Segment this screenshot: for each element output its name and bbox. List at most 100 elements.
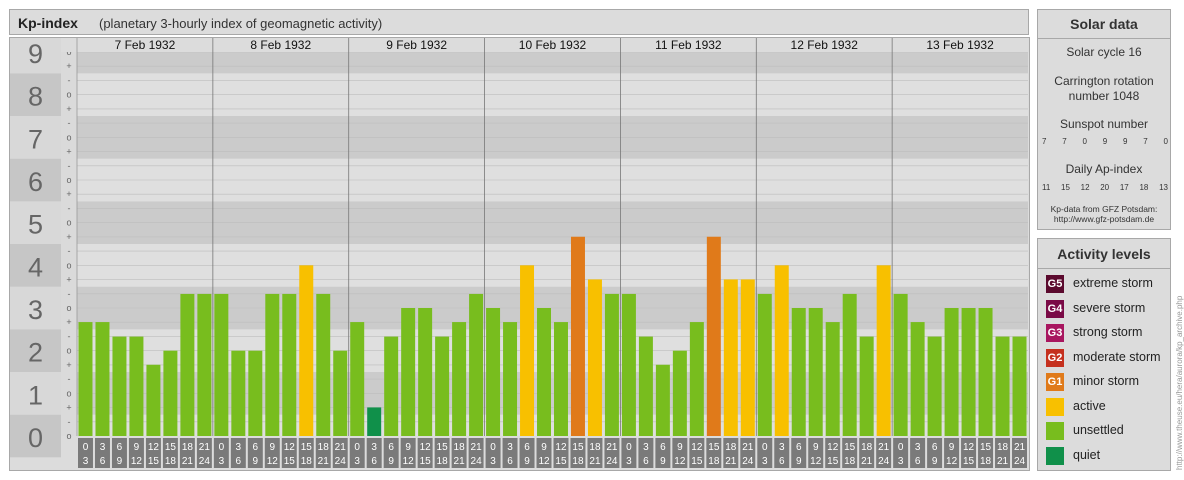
hour-start-label: 15 — [980, 442, 992, 453]
hour-box — [604, 438, 620, 468]
carrington-rotation: Carrington rotation number 1048 — [1054, 74, 1154, 103]
hour-box — [400, 438, 416, 468]
solar-data-panel: Solar data Solar cycle 16 Carrington rot… — [1037, 9, 1171, 230]
hour-end-label: 3 — [490, 456, 496, 467]
activity-title-divider — [1038, 268, 1170, 269]
kp-bar — [570, 236, 585, 436]
minor-tick-label: o — [66, 218, 71, 228]
hour-box — [434, 438, 450, 468]
minor-tick-label: - — [68, 417, 71, 427]
hour-end-label: 12 — [403, 456, 415, 467]
hour-end-label: 15 — [963, 456, 975, 467]
hour-end-label: 9 — [117, 456, 123, 467]
hour-end-label: 12 — [674, 456, 686, 467]
day-header-band — [77, 38, 1028, 52]
minor-tick-label: + — [66, 275, 71, 285]
minor-tick-label: - — [68, 289, 71, 299]
hour-end-label: 18 — [844, 456, 856, 467]
minor-tick-label: + — [66, 104, 71, 114]
hour-box — [791, 438, 807, 468]
hour-start-label: 6 — [524, 442, 530, 453]
hour-end-label: 15 — [827, 456, 839, 467]
legend-swatch: G2 — [1046, 348, 1064, 367]
hour-start-label: 12 — [148, 442, 160, 453]
hour-box — [706, 438, 722, 468]
hour-box — [842, 438, 858, 468]
hour-end-label: 6 — [779, 456, 785, 467]
hour-box — [740, 438, 756, 468]
kp-bar — [621, 293, 636, 436]
minor-tick-column — [61, 52, 77, 436]
y-tick-label: 3 — [28, 295, 43, 325]
minor-tick-label: o — [66, 175, 71, 185]
y-tick-label: 7 — [28, 124, 43, 154]
hour-start-label: 18 — [454, 442, 466, 453]
kp-bar — [248, 350, 263, 436]
hour-box — [774, 438, 790, 468]
legend-item-severe-storm: G4 severe storm — [1046, 299, 1170, 319]
data-source-link[interactable]: http://www.gfz-potsdam.de — [1053, 214, 1155, 224]
kp-bar — [978, 308, 993, 436]
hour-box — [553, 438, 569, 468]
hour-start-label: 18 — [997, 442, 1009, 453]
hour-start-label: 18 — [589, 442, 601, 453]
hour-box — [502, 438, 518, 468]
hour-end-label: 3 — [762, 456, 768, 467]
y-tick-label: 0 — [28, 423, 43, 453]
minor-tick-label: - — [68, 118, 71, 128]
hour-end-label: 15 — [284, 456, 296, 467]
hour-end-label: 15 — [420, 456, 432, 467]
sunspot-value: 0 — [1163, 137, 1168, 146]
hour-box — [78, 438, 93, 468]
solar-title-divider — [1038, 38, 1170, 39]
kp-bar — [197, 293, 212, 436]
hour-start-label: 21 — [199, 442, 211, 453]
hour-box — [383, 438, 399, 468]
kp-bar — [78, 322, 93, 436]
day-label: 7 Feb 1932 — [115, 38, 176, 52]
header-corner — [61, 38, 77, 52]
hour-start-label: 9 — [541, 442, 547, 453]
hour-start-label: 21 — [606, 442, 618, 453]
minor-tick-label: o — [66, 90, 71, 100]
y-tick-label: 8 — [28, 82, 43, 112]
hour-box — [332, 438, 348, 468]
hour-end-label: 6 — [915, 456, 921, 467]
kp-bar — [537, 308, 551, 436]
day-label: 9 Feb 1932 — [386, 38, 447, 52]
hour-start-label: 0 — [490, 442, 496, 453]
y-tick-label: 6 — [28, 167, 43, 197]
hour-start-label: 15 — [301, 442, 313, 453]
hour-start-label: 12 — [420, 442, 432, 453]
y-tick-label: 4 — [28, 252, 43, 282]
kp-bar — [825, 322, 840, 436]
hour-end-label: 3 — [898, 456, 904, 467]
day-label: 8 Feb 1932 — [250, 38, 311, 52]
credit-url[interactable]: http://www.theuse.eu/hera/aurora/kp_arch… — [1175, 295, 1184, 470]
hour-start-label: 18 — [861, 442, 873, 453]
hour-end-label: 21 — [182, 456, 194, 467]
kp-bar — [163, 350, 178, 436]
hour-end-label: 9 — [932, 456, 938, 467]
day-label: 11 Feb 1932 — [655, 38, 722, 52]
y-tick-label: 9 — [28, 39, 43, 69]
kp-bar — [129, 336, 144, 436]
hour-start-label: 15 — [708, 442, 720, 453]
legend-item-active: active — [1046, 397, 1170, 417]
hour-start-label: 12 — [827, 442, 839, 453]
minor-tick-label: + — [66, 232, 71, 242]
hour-box — [196, 438, 212, 468]
legend-label: unsettled — [1073, 423, 1124, 437]
ap-value: 13 — [1159, 183, 1168, 192]
kp-bar — [604, 293, 619, 436]
hour-end-label: 12 — [131, 456, 143, 467]
y-label-box — [10, 201, 61, 244]
hour-box — [264, 438, 280, 468]
legend-swatch — [1046, 422, 1064, 440]
y-label-box — [10, 286, 61, 330]
hour-box — [247, 438, 263, 468]
kp-bar — [587, 279, 602, 436]
kp-bar — [554, 322, 568, 436]
solar-panel-title: Solar data — [1070, 16, 1138, 32]
kp-bar — [503, 322, 518, 436]
